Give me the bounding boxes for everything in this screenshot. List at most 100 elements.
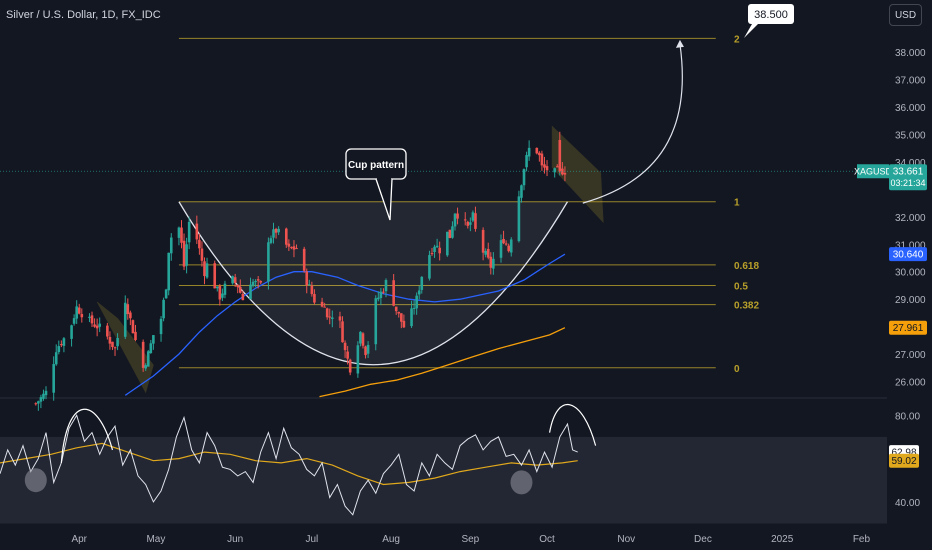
candle-body [269,238,273,243]
candle-body [123,302,127,337]
candle [233,273,237,288]
candle-body [39,397,43,402]
candle [144,363,148,371]
candle-body [131,320,135,334]
candle-body [538,152,541,156]
candle-body [116,338,119,347]
candle-body [80,314,84,318]
candle [397,311,401,318]
flag-channel-left [96,301,154,394]
price-axis-tick: 34.000 [895,158,926,169]
candle-body [509,239,513,253]
candle [453,212,457,231]
candle-body [159,318,163,335]
candle [451,221,454,239]
time-axis-tick: Dec [694,534,712,545]
candle [384,278,388,298]
candle-body [272,229,275,238]
candle-body [348,359,352,373]
candle-body [134,331,137,341]
candle [489,252,493,275]
candle [438,241,441,261]
candle-body [499,240,503,258]
candle-body [310,285,314,295]
candle-body [307,284,311,286]
candle-body [111,341,114,347]
candle-body [287,243,291,247]
candle-body [328,316,332,318]
time-axis-tick: Feb [853,534,871,545]
ma-orange-line [319,327,566,398]
currency-button[interactable]: USD [889,4,922,26]
candle-body [484,250,487,255]
candle-body [200,248,204,261]
candle [274,227,278,239]
cup-pattern-text: Cup pattern [348,160,404,171]
candle-body [218,285,222,300]
candle-body [149,343,153,353]
candle-body [453,213,457,227]
rsi-band [0,436,887,524]
candle-body [187,221,191,243]
time-axis-tick: Aug [382,534,400,545]
candle-body [343,342,347,351]
candle-body [231,276,234,284]
candle [123,295,127,340]
candle [290,246,293,250]
candle [177,226,181,246]
rsi-axis-tick: 80.00 [895,411,920,422]
candle-body [412,307,416,309]
rsi-low-highlight-left [24,468,47,493]
candle [420,276,424,294]
candle-body [42,393,45,399]
candle [412,300,416,315]
candle [520,184,523,203]
candle-body [44,390,48,396]
candle [502,230,505,245]
candle [305,268,309,294]
candle [238,279,242,294]
candle [525,151,528,172]
candle [131,319,135,334]
candle-body [474,213,477,229]
candle-body [553,168,556,173]
fib-level-label: 2 [734,34,740,45]
candle [394,306,398,315]
candle-body [377,297,380,300]
candle [185,237,188,274]
candle [203,257,206,285]
candle-body [126,304,130,315]
candle-body [320,301,324,307]
candle-body [295,248,298,250]
candle-body [180,227,183,243]
candle [72,314,76,326]
candle [323,302,326,308]
candle [446,231,449,257]
cup-pattern-callout: Cup pattern [345,148,407,221]
symbol-title: Silver / U.S. Dollar, 1D, FX_IDC [6,9,161,21]
candle-body [492,258,495,269]
fib-level-label: 0 [734,364,740,375]
candle-body [417,290,421,295]
candle [377,291,380,302]
cup-pattern-gap [377,176,391,180]
candle [152,335,155,350]
candle [310,281,314,297]
candle [111,341,114,350]
candle [555,164,559,168]
candle [348,358,352,376]
price-axis-tick: 29.000 [895,295,926,306]
candle-body [90,315,94,324]
candle-body [152,335,155,344]
target-callout-box [748,4,794,24]
candle [215,286,219,292]
candle-body [302,248,306,271]
candle-body [233,277,237,283]
candle-body [215,286,219,289]
candle [382,288,385,294]
candle-body [249,284,252,300]
candle [535,147,539,155]
price-axis-tick: 38.000 [895,48,926,59]
candle [343,340,347,358]
